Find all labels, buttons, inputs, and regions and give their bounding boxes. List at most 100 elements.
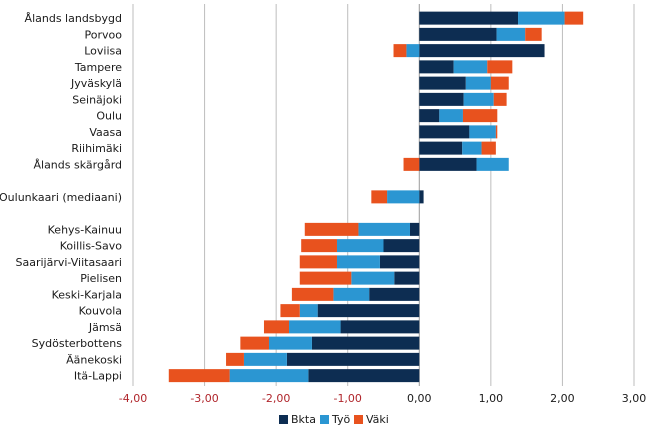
bar-työ [462,141,482,155]
bar-väki [495,125,498,139]
bar-bkta [419,44,545,58]
bar-väki [487,60,513,74]
legend-swatch [354,415,363,424]
bar-bkta [419,157,477,171]
category-label: Jämsä [88,321,122,334]
bar-työ [336,255,380,269]
legend-label: Bkta [291,413,316,426]
bar-bkta [308,369,420,383]
x-tick-label: 3,00 [622,392,647,405]
category-label: Oulu [96,110,122,123]
category-label: Loviisa [84,45,122,58]
bar-väki [525,27,542,41]
category-label: Jyväskylä [70,77,122,90]
bar-bkta [286,352,420,366]
bar-työ [333,287,370,301]
bar-väki [280,304,300,318]
bar-bkta [409,222,420,236]
bar-työ [358,222,410,236]
bar-työ [439,109,463,123]
legend-label: Väki [366,413,389,426]
bar-bkta [419,141,463,155]
category-label: Oulunkaari (mediaani) [0,191,122,204]
bar-työ [476,157,509,171]
bar-bkta [317,304,420,318]
bar-työ [406,44,420,58]
bar-työ [229,369,309,383]
bar-työ [243,352,287,366]
x-tick-label: 0,00 [407,392,432,405]
category-label: Porvoo [85,28,123,41]
bar-työ [351,271,395,285]
category-label: Keski-Karjala [52,288,122,301]
bar-bkta [419,190,424,204]
bar-työ [336,239,384,253]
category-label: Kehys-Kainuu [48,223,122,236]
category-label: Seinäjoki [72,93,122,106]
category-label: Itä-Lappi [74,370,122,383]
bar-bkta [419,11,519,25]
category-label: Pielisen [80,272,122,285]
bar-väki [263,320,290,334]
x-tick-label: -4,00 [119,392,147,405]
bar-bkta [394,271,420,285]
category-labels: Ålands landsbygd Porvoo Loviisa Tampere Jyvä… [0,12,122,383]
bar-väki [226,352,244,366]
bars [168,11,584,383]
category-label: Äänekoski [66,353,122,366]
bar-bkta [419,109,440,123]
bar-väki [240,336,269,350]
category-label: Vaasa [89,126,122,139]
x-tick-label: -3,00 [190,392,218,405]
bar-väki [564,11,584,25]
bar-työ [518,11,565,25]
bar-väki [481,141,496,155]
bar-bkta [419,76,466,90]
x-tick-label: -2,00 [262,392,290,405]
bar-työ [299,304,318,318]
bar-väki [393,44,407,58]
x-tick-label: 2,00 [550,392,575,405]
bar-bkta [419,125,470,139]
legend-swatch [320,415,329,424]
bar-työ [469,125,496,139]
legend-swatch [279,415,288,424]
category-label: Saarijärvi-Viitasaari [16,256,123,269]
bar-työ [465,76,491,90]
bar-bkta [369,287,420,301]
bar-työ [496,27,526,41]
bar-väki [299,271,352,285]
bar-väki [299,255,337,269]
category-label: Riihimäki [71,142,122,155]
legend: Bkta Työ Väki [279,413,389,426]
x-axis-tick-labels: -4,00 -3,00 -2,00 -1,00 0,00 1,00 2,00 3,00 [119,392,646,405]
bar-työ [387,190,420,204]
bar-bkta [340,320,420,334]
bar-väki [291,287,334,301]
bar-työ [463,92,494,106]
x-tick-label: 1,00 [479,392,504,405]
bar-bkta [419,27,497,41]
bar-väki [168,369,230,383]
bar-bkta [383,239,420,253]
category-label: Tampere [74,61,122,74]
bar-väki [403,157,420,171]
bar-väki [493,92,507,106]
bar-bkta [419,60,454,74]
bar-väki [490,76,509,90]
x-tick-label: -1,00 [333,392,361,405]
category-label: Kouvola [79,305,122,318]
bar-bkta [419,92,464,106]
bar-bkta [379,255,420,269]
bar-väki [304,222,359,236]
category-label: Sydösterbottens [32,337,123,350]
category-label: Ålands landsbygd [25,12,122,25]
bar-väki [371,190,388,204]
bar-väki [301,239,337,253]
bar-työ [453,60,488,74]
bar-työ [289,320,341,334]
bar-väki [462,109,498,123]
category-label: Koillis-Savo [60,240,123,253]
legend-label: Työ [331,413,351,426]
